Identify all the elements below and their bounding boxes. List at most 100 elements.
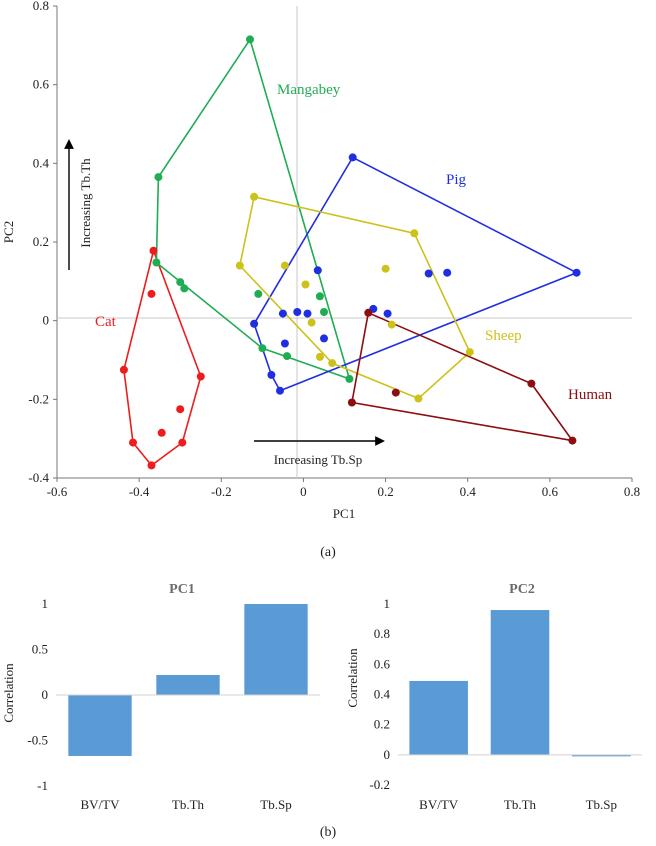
sheep-point — [250, 192, 259, 201]
y-tick-label: 0.4 — [33, 155, 50, 170]
sheep-point — [307, 318, 316, 327]
pca-scatter-plot: -0.6 -0.4 -0.2 0 0.2 0.4 0.6 0.8-0.4-0.200.20.4… — [1, 0, 640, 521]
pc2-y-tick-label: 0.2 — [374, 717, 390, 732]
pc2-category-label: BV/TV — [419, 797, 459, 812]
pc2-y-tick-label: 0.6 — [374, 656, 391, 671]
y-tick-label: 0 — [43, 313, 50, 328]
sheep-point — [381, 264, 390, 273]
pc1-y-tick-label: 1 — [42, 596, 49, 611]
pc2-bar — [490, 610, 550, 755]
pc1-y-tick-label: -0.5 — [27, 733, 48, 748]
label-sheep: Sheep — [485, 328, 522, 344]
caption-a: (a) — [320, 545, 336, 560]
pc2-y-tick-label: 0 — [384, 747, 391, 762]
pc2-bars — [409, 610, 631, 757]
pc2-category-label: Tb.Th — [504, 797, 537, 812]
x-axis-label: PC1 — [333, 506, 355, 521]
y-tick-label: 0.6 — [33, 77, 50, 92]
cat-point — [129, 438, 137, 447]
pc2-y-tick-label: -0.2 — [369, 777, 390, 792]
cat-point — [178, 438, 187, 447]
pig-point — [303, 309, 312, 318]
mangabey-point — [246, 35, 254, 44]
sheep-hull — [239, 196, 471, 400]
pig-point — [424, 269, 433, 278]
pc2-category-labels: BV/TV Tb.Th Tb.Sp — [419, 797, 617, 812]
mangabey-point — [180, 284, 189, 293]
pc1-category-label: Tb.Th — [172, 797, 205, 812]
cat-point — [119, 365, 128, 374]
pig-point — [250, 319, 259, 328]
mangabey-point — [315, 292, 324, 301]
pc1-y-tick-label: 0 — [42, 687, 49, 702]
y-axis-label: PC2 — [1, 221, 16, 243]
pc1-category-labels: BV/TV Tb.Th Tb.Sp — [81, 797, 292, 812]
x-tick-label: 0.4 — [460, 484, 477, 499]
pig-point — [293, 308, 302, 316]
y-tick-label: -0.2 — [28, 391, 49, 406]
cat-point — [147, 289, 156, 298]
mangabey-hull — [155, 38, 351, 380]
cat-point — [176, 405, 185, 414]
label-mangabey: Mangabey — [277, 82, 341, 98]
sheep-point — [301, 280, 310, 289]
pig-hull — [253, 156, 578, 392]
pc1-y-tick-label: -1 — [37, 778, 48, 793]
pc1-y-tick-labels: -1 -0.5 0 0.5 1 — [27, 596, 48, 793]
x-tick-label: 0 — [300, 484, 307, 499]
human-point — [347, 398, 356, 407]
pig-point — [280, 339, 289, 348]
pc2-chart-title: PC2 — [509, 582, 535, 597]
y-tick-label: -0.4 — [28, 470, 49, 485]
pc1-bar — [156, 674, 220, 695]
cat-point — [147, 461, 156, 470]
x-tick-label: 0.6 — [542, 484, 559, 499]
sheep-point — [315, 352, 324, 361]
pc1-bar-chart: PC1 Correlation -1 -0.5 0 0.5 1 BV/TV Tb.Th Tb… — [1, 582, 320, 812]
scatter-tick-labels: -0.6 -0.4 -0.2 0 0.2 0.4 0.6 0.8-0.4-0.200.20.4… — [28, 0, 640, 499]
pig-point — [348, 153, 357, 162]
pig-point — [383, 309, 392, 318]
pc1-chart-title: PC1 — [169, 582, 195, 597]
mangabey-point — [320, 308, 328, 316]
mangabey-point — [152, 258, 161, 267]
mangabey-point — [254, 289, 263, 298]
mangabey-point — [345, 374, 354, 383]
x-tick-label: -0.6 — [47, 484, 68, 499]
y-tick-label: 0.2 — [33, 234, 49, 249]
pc2-bar — [409, 680, 468, 755]
cat-point — [157, 428, 166, 437]
y-tick-label: 0.8 — [33, 0, 49, 13]
x-tick-label: -0.4 — [129, 484, 150, 499]
sheep-point — [328, 359, 337, 368]
cat-point — [196, 372, 205, 381]
sheep-point — [465, 348, 474, 357]
caption-b: (b) — [320, 825, 337, 840]
x-tick-label: -0.2 — [211, 484, 232, 499]
pig-point — [320, 334, 328, 343]
pig-point — [313, 266, 322, 275]
human-hull — [351, 311, 574, 442]
label-pig: Pig — [446, 172, 467, 188]
pig-point — [572, 268, 581, 277]
pc2-bar-chart: PC2 Correlation -0.2 0 0.2 0.4 0.6 0.8 1 BV/TV… — [345, 582, 642, 812]
pc1-y-axis-label: Correlation — [1, 663, 16, 723]
pig-point — [443, 268, 452, 277]
pig-point — [276, 386, 284, 395]
mangabey-point — [283, 352, 291, 361]
pc2-y-tick-label: 0.8 — [374, 626, 390, 641]
pc2-category-label: Tb.Sp — [586, 797, 617, 812]
sheep-point — [280, 261, 289, 270]
mangabey-point — [258, 344, 267, 353]
sheep-point — [410, 229, 419, 238]
pig-point — [278, 309, 287, 318]
human-point — [568, 436, 577, 445]
pc1-bar — [68, 695, 132, 756]
mangabey-point — [176, 278, 185, 287]
label-cat: Cat — [95, 314, 117, 330]
pig-point — [267, 370, 276, 379]
pc2-y-axis-label: Correlation — [345, 648, 360, 708]
pc1-category-label: BV/TV — [81, 797, 121, 812]
pc1-category-label: Tb.Sp — [260, 797, 291, 812]
